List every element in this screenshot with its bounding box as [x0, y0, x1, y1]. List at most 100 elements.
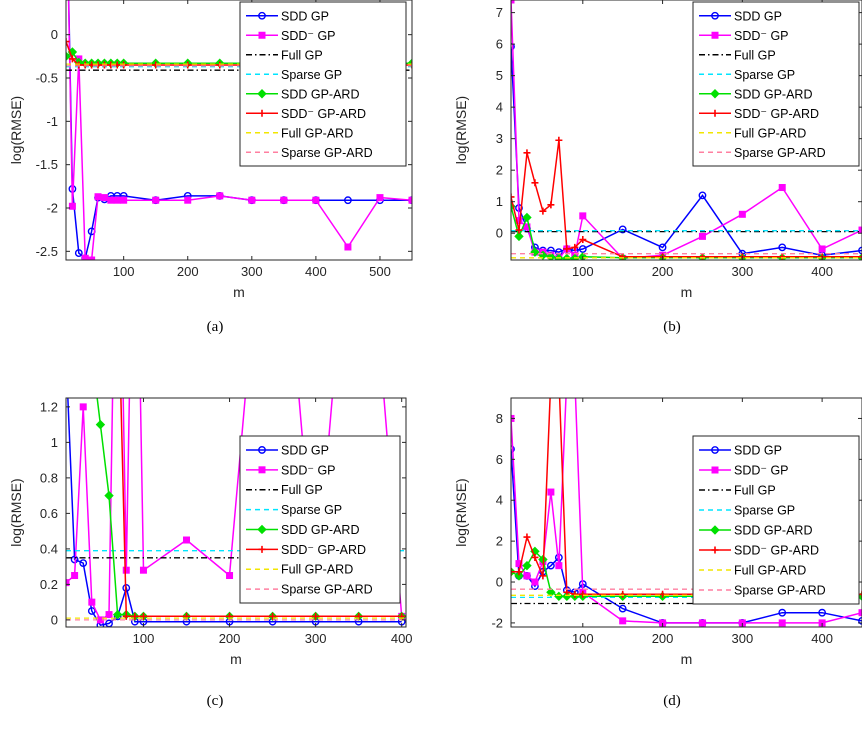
legend-label: SDD GP — [734, 9, 782, 23]
data-point — [376, 194, 384, 202]
data-point — [312, 196, 320, 204]
x-tick-label: 400 — [305, 264, 327, 279]
y-tick-label: 4 — [496, 100, 503, 115]
legend-label: Full GP-ARD — [281, 563, 353, 577]
data-point — [88, 61, 96, 69]
panel-caption: (b) — [663, 319, 681, 335]
data-point — [522, 212, 532, 223]
x-tick-label: 400 — [391, 631, 413, 646]
legend-label: Sparse GP-ARD — [734, 584, 826, 598]
data-point — [184, 61, 192, 69]
data-point — [226, 572, 234, 580]
data-point — [547, 488, 555, 496]
data-point — [248, 196, 256, 204]
data-point — [216, 61, 224, 69]
data-point — [698, 619, 706, 627]
axes-box — [65, 0, 413, 261]
data-point — [68, 55, 76, 63]
data-point — [68, 202, 76, 210]
legend-marker — [711, 11, 719, 20]
panel-caption: (c) — [207, 693, 224, 709]
panel-caption: (d) — [663, 693, 681, 709]
legend-marker — [711, 109, 719, 117]
data-point — [511, 568, 515, 576]
legend-label: Sparse GP — [281, 503, 342, 517]
data-point — [74, 249, 83, 257]
data-point — [100, 194, 108, 202]
x-tick-label: 300 — [731, 264, 753, 279]
data-point — [113, 196, 121, 204]
data-point — [105, 611, 113, 619]
legend-label: SDD⁻ GP — [281, 29, 336, 43]
legend-label: SDD GP-ARD — [281, 523, 359, 537]
legend-marker — [257, 89, 267, 99]
data-point — [514, 571, 524, 581]
data-point — [659, 590, 667, 598]
data-point — [112, 609, 123, 620]
data-point — [344, 243, 352, 251]
data-point — [94, 193, 102, 201]
x-tick-label: 300 — [731, 631, 753, 646]
data-point — [698, 253, 706, 260]
data-point — [95, 419, 106, 430]
data-point — [183, 536, 191, 544]
legend-label: SDD GP-ARD — [734, 524, 812, 538]
data-point — [71, 572, 79, 580]
data-point — [858, 590, 862, 598]
y-tick-label: 1 — [496, 194, 503, 209]
legend-box — [239, 435, 401, 604]
data-point — [88, 256, 96, 260]
y-tick-label: 0.4 — [40, 541, 58, 556]
data-point — [184, 196, 192, 204]
data-point — [858, 609, 862, 617]
legend-box — [692, 1, 860, 167]
x-tick-label: 200 — [219, 631, 241, 646]
data-point — [546, 561, 555, 570]
legend-label: Full GP — [281, 483, 323, 497]
y-tick-label: 2 — [496, 534, 503, 549]
data-point — [778, 608, 787, 617]
y-tick-label: -2.5 — [36, 244, 58, 259]
data-point — [539, 572, 547, 580]
legend-label: Sparse GP — [281, 68, 342, 82]
data-point — [555, 374, 562, 381]
x-tick-label: 400 — [811, 264, 833, 279]
legend-label: Sparse GP-ARD — [281, 583, 373, 597]
legend-label: SDD GP — [281, 443, 329, 457]
data-point — [511, 0, 515, 4]
legend-marker — [258, 11, 266, 20]
data-point — [698, 191, 707, 200]
legend-marker — [258, 446, 266, 454]
y-axis-label: log(RMSE) — [453, 96, 469, 164]
y-tick-label: 1.2 — [40, 399, 58, 414]
data-point — [658, 243, 667, 252]
data-point — [555, 562, 563, 570]
legend: SDD GP SDD⁻ GP Full GP Sparse GP SDD GP-ARD S… — [239, 1, 407, 167]
data-point — [312, 612, 320, 620]
y-tick-label: 4 — [496, 493, 503, 508]
y-tick-label: 0 — [496, 575, 503, 590]
legend-label: Sparse GP — [734, 504, 795, 518]
y-tick-label: 7 — [496, 5, 503, 20]
legend-label: SDD⁻ GP-ARD — [734, 544, 819, 558]
data-point — [738, 210, 746, 218]
data-point — [546, 587, 556, 597]
legend-label: SDD⁻ GP — [281, 463, 336, 477]
data-point — [618, 604, 627, 613]
data-point — [408, 196, 412, 204]
data-point — [563, 588, 571, 596]
data-point — [152, 61, 160, 69]
data-point — [531, 578, 539, 586]
data-point — [87, 607, 96, 615]
data-point — [619, 617, 627, 625]
x-tick-label: 200 — [177, 264, 199, 279]
data-point — [563, 245, 571, 253]
x-axis-label: m — [681, 651, 693, 667]
legend: SDD GP SDD⁻ GP Full GP Sparse GP SDD GP-ARD S… — [239, 435, 401, 604]
data-point — [618, 225, 627, 234]
legend-marker — [711, 546, 719, 554]
data-point — [818, 245, 826, 253]
series-line — [66, 398, 403, 621]
